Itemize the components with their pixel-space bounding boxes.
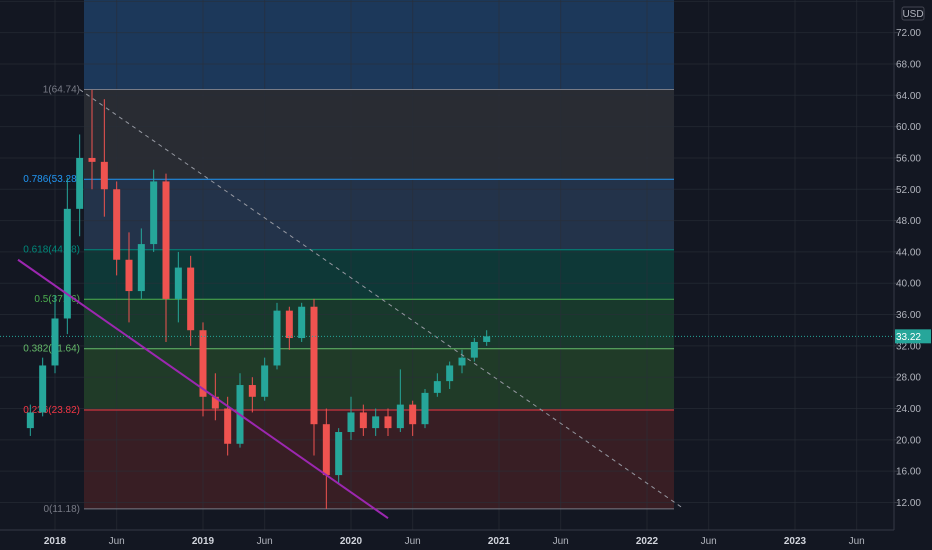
price-axis-label: 64.00 — [896, 91, 921, 102]
time-axis-label: 2022 — [636, 536, 659, 547]
fib-level-label: 0(11.18) — [43, 504, 80, 515]
price-axis-label: 40.00 — [896, 279, 921, 290]
candle-body[interactable] — [446, 365, 454, 382]
candle-body[interactable] — [199, 330, 207, 397]
price-axis-bg — [894, 0, 932, 550]
candle-body[interactable] — [470, 341, 478, 358]
candle-body[interactable] — [458, 357, 466, 366]
price-axis-label: 52.00 — [896, 185, 921, 196]
price-axis-label: 20.00 — [896, 435, 921, 446]
candle-body[interactable] — [322, 424, 330, 476]
time-axis-label: 2021 — [488, 536, 511, 547]
candle-body[interactable] — [298, 306, 306, 339]
candle-body[interactable] — [396, 404, 404, 429]
currency-box[interactable] — [901, 6, 925, 21]
price-axis-label: 68.00 — [896, 59, 921, 70]
candle-body[interactable] — [372, 416, 380, 429]
time-axis-label: 2018 — [44, 536, 67, 547]
price-axis-label: 28.00 — [896, 373, 921, 384]
fib-zone-extension — [84, 0, 674, 90]
fib-zone — [84, 89, 674, 180]
time-axis-label: Jun — [257, 536, 273, 547]
candle-body[interactable] — [162, 181, 170, 299]
fib-zone — [84, 348, 674, 410]
fib-level-label: 0.618(44.28) — [23, 245, 80, 256]
candle-body[interactable] — [433, 381, 441, 393]
candle-body[interactable] — [335, 432, 343, 476]
time-axis-label: Jun — [405, 536, 421, 547]
candle-body[interactable] — [347, 412, 355, 433]
price-axis-label: 56.00 — [896, 153, 921, 164]
time-axis-label: 2023 — [784, 536, 807, 547]
candle-body[interactable] — [26, 412, 34, 429]
fib-zone — [84, 179, 674, 250]
price-axis-label: 36.00 — [896, 310, 921, 321]
dashed-trendline[interactable] — [79, 89, 685, 510]
candle-body[interactable] — [125, 259, 133, 292]
candle-body[interactable] — [483, 336, 491, 342]
current-price-tag — [895, 329, 931, 344]
candle-body[interactable] — [273, 310, 281, 366]
time-axis-label: 2019 — [192, 536, 215, 547]
candle-body[interactable] — [113, 189, 121, 260]
candle-body[interactable] — [174, 267, 182, 299]
candle-body[interactable] — [137, 244, 145, 292]
currency-label[interactable]: USD — [902, 9, 923, 20]
fib-level-label: 0.786(53.28) — [23, 174, 80, 185]
candle-body[interactable] — [211, 396, 219, 409]
price-axis-label: 48.00 — [896, 216, 921, 227]
candle-body[interactable] — [76, 157, 84, 209]
candle-body[interactable] — [39, 365, 47, 413]
candle-body[interactable] — [248, 385, 256, 397]
purple-trendline[interactable] — [17, 258, 389, 519]
time-axis-label: 2020 — [340, 536, 363, 547]
time-axis-label: Jun — [701, 536, 717, 547]
candle-body[interactable] — [224, 408, 232, 444]
price-axis-label: 32.00 — [896, 341, 921, 352]
candle-body[interactable] — [63, 208, 71, 319]
price-axis-label: 72.00 — [896, 28, 921, 39]
candle-body[interactable] — [359, 412, 367, 429]
current-price-label: 33.22 — [896, 332, 921, 343]
candle-body[interactable] — [285, 310, 293, 339]
candle-body[interactable] — [100, 161, 108, 190]
candle-body[interactable] — [88, 157, 96, 162]
time-axis-label: Jun — [553, 536, 569, 547]
fib-level-label: 0.236(23.82) — [23, 405, 80, 416]
price-axis-label: 60.00 — [896, 122, 921, 133]
price-axis-label: 12.00 — [896, 498, 921, 509]
fib-zone — [84, 249, 674, 300]
fib-level-label: 1(64.74) — [43, 85, 80, 96]
time-axis-label: Jun — [109, 536, 125, 547]
fib-zone — [84, 299, 674, 349]
time-axis-label: Jun — [849, 536, 865, 547]
candle-body[interactable] — [150, 181, 158, 245]
candle-body[interactable] — [261, 365, 269, 397]
price-axis-label: 24.00 — [896, 404, 921, 415]
candle-body[interactable] — [421, 392, 429, 425]
candle-body[interactable] — [310, 306, 318, 425]
fib-level-label: 0.5(37.96) — [34, 294, 80, 305]
candle-body[interactable] — [384, 416, 392, 429]
price-axis-label: 16.00 — [896, 467, 921, 478]
candle-body[interactable] — [51, 318, 59, 366]
candle-body[interactable] — [187, 267, 195, 331]
candle-body[interactable] — [409, 404, 417, 425]
price-axis-label: 44.00 — [896, 247, 921, 258]
